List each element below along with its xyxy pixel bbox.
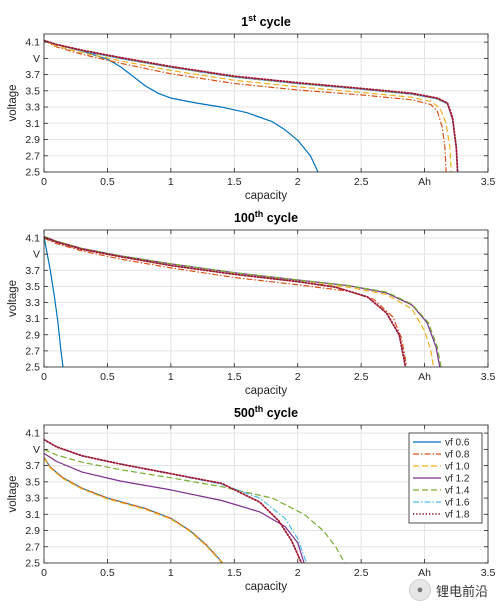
- y-tick-label: 4.1: [25, 233, 40, 245]
- x-tick-label: 2: [295, 176, 301, 188]
- x-tick-label: 0: [41, 176, 47, 188]
- x-tick-label: 1: [168, 176, 174, 188]
- series-line-vf-0-8: [44, 39, 447, 172]
- y-tick-label: 3.1: [25, 313, 40, 325]
- y-tick-label: 3.1: [25, 509, 40, 521]
- y-axis-label: voltage: [7, 280, 19, 317]
- x-tick-label: 3.5: [481, 567, 496, 579]
- x-tick-label: 2.5: [354, 567, 369, 579]
- x-tick-label: 1: [168, 371, 174, 383]
- plot-area: [44, 34, 488, 172]
- x-tick-label: 2.5: [354, 371, 369, 383]
- x-tick-label: 3.5: [481, 371, 496, 383]
- x-tick-label: Ah: [418, 567, 431, 579]
- series-line-vf-1-0: [44, 457, 224, 563]
- plot-frame: [43, 229, 489, 368]
- x-tick-label: 2.5: [354, 176, 369, 188]
- series-line-vf-1-4: [44, 448, 346, 563]
- x-tick-label: 0.5: [100, 371, 115, 383]
- y-axis-label: voltage: [7, 475, 19, 512]
- x-tick-label: 1.5: [227, 371, 242, 383]
- series-line-vf-0-6: [44, 236, 64, 367]
- x-tick-label: 0.5: [100, 176, 115, 188]
- legend: vf 0.6vf 0.8vf 1.0vf 1.2vf 1.4vf 1.6vf 1…: [408, 432, 483, 524]
- legend-label: vf 0.8: [445, 450, 470, 461]
- y-tick-label: 4.1: [25, 428, 40, 440]
- y-tick-label: 2.7: [25, 345, 40, 357]
- legend-label: vf 1.4: [445, 486, 470, 497]
- plot-frame: [43, 424, 489, 564]
- y-tick-label: 3.7: [25, 69, 40, 81]
- series-line-vf-1-0: [44, 39, 452, 172]
- chart-title: 100th cycle: [234, 209, 298, 225]
- y-tick-label: 2.9: [25, 134, 40, 146]
- x-tick-label: 1: [168, 567, 174, 579]
- legend-label: vf 1.0: [445, 462, 470, 473]
- legend-label: vf 1.6: [445, 498, 470, 509]
- y-tick-label: 2.9: [25, 329, 40, 341]
- series-line-vf-1-8: [44, 236, 407, 367]
- y-tick-label: V: [33, 249, 40, 261]
- y-tick-label: 3.7: [25, 460, 40, 472]
- x-tick-label: 0.5: [100, 567, 115, 579]
- watermark-text: 锂电前沿: [436, 584, 489, 600]
- chart-panel-1: 0 0.5 1 1.5 2 2.5 Ah 3.5 2.5 2.7 2.9 3.1 3.3 3.5 3.7 V 4…: [7, 13, 495, 202]
- series-line-vf-1-8: [44, 438, 303, 563]
- y-tick-label: 3.5: [25, 85, 40, 97]
- x-axis-label: capacity: [245, 581, 287, 593]
- y-tick-label: V: [33, 444, 40, 456]
- y-tick-label: 2.7: [25, 541, 40, 553]
- legend-label: vf 1.2: [445, 474, 470, 485]
- series-line-vf-0-8: [44, 457, 224, 563]
- y-tick-label: 2.5: [25, 558, 40, 570]
- x-tick-label: Ah: [418, 371, 431, 383]
- y-tick-label: 2.7: [25, 150, 40, 162]
- plot-frame: [43, 33, 489, 173]
- chart-title: 1st cycle: [241, 13, 291, 29]
- y-tick-label: 3.3: [25, 297, 40, 309]
- wechat-icon: ●: [409, 579, 431, 601]
- x-tick-label: 3.5: [481, 176, 496, 188]
- x-tick-label: 2: [295, 567, 301, 579]
- chart-title: 500th cycle: [234, 404, 298, 420]
- chart-panel-2: 0 0.5 1 1.5 2 2.5 Ah 3.5 2.5 2.7 2.9 3.1 3.3 3.5 3.7 V 4…: [7, 209, 495, 397]
- chart-panel-3: 0 0.5 1 1.5 2 2.5 Ah 3.5 2.5 2.7 2.9 3.1 3.3 3.5 3.7 V 4…: [7, 404, 495, 593]
- x-axis-label: capacity: [245, 385, 287, 397]
- x-tick-label: 2: [295, 371, 301, 383]
- y-tick-label: 3.5: [25, 281, 40, 293]
- series-line-vf-0-8: [44, 237, 408, 367]
- x-tick-label: 0: [41, 567, 47, 579]
- series-line-vf-1-8: [44, 39, 459, 172]
- x-tick-label: 0: [41, 371, 47, 383]
- legend-label: vf 0.6: [445, 438, 470, 449]
- legend-label: vf 1.8: [445, 510, 470, 521]
- x-tick-label: 1.5: [227, 176, 242, 188]
- y-tick-label: 3.5: [25, 476, 40, 488]
- series-line-vf-1-2: [44, 452, 305, 563]
- y-tick-label: 3.3: [25, 493, 40, 505]
- x-axis-label: capacity: [245, 190, 287, 202]
- plot-area: [44, 230, 488, 367]
- y-tick-label: 2.9: [25, 525, 40, 537]
- y-tick-label: 2.5: [25, 362, 40, 374]
- y-tick-label: 3.1: [25, 118, 40, 130]
- watermark: ● 锂电前沿: [409, 577, 488, 603]
- y-tick-label: 4.1: [25, 37, 40, 49]
- y-axis-label: voltage: [7, 84, 19, 121]
- x-tick-label: Ah: [418, 176, 431, 188]
- y-tick-label: 3.3: [25, 102, 40, 114]
- y-tick-label: V: [33, 53, 40, 65]
- y-tick-label: 2.5: [25, 167, 40, 179]
- x-tick-label: 1.5: [227, 567, 242, 579]
- y-tick-label: 3.7: [25, 265, 40, 277]
